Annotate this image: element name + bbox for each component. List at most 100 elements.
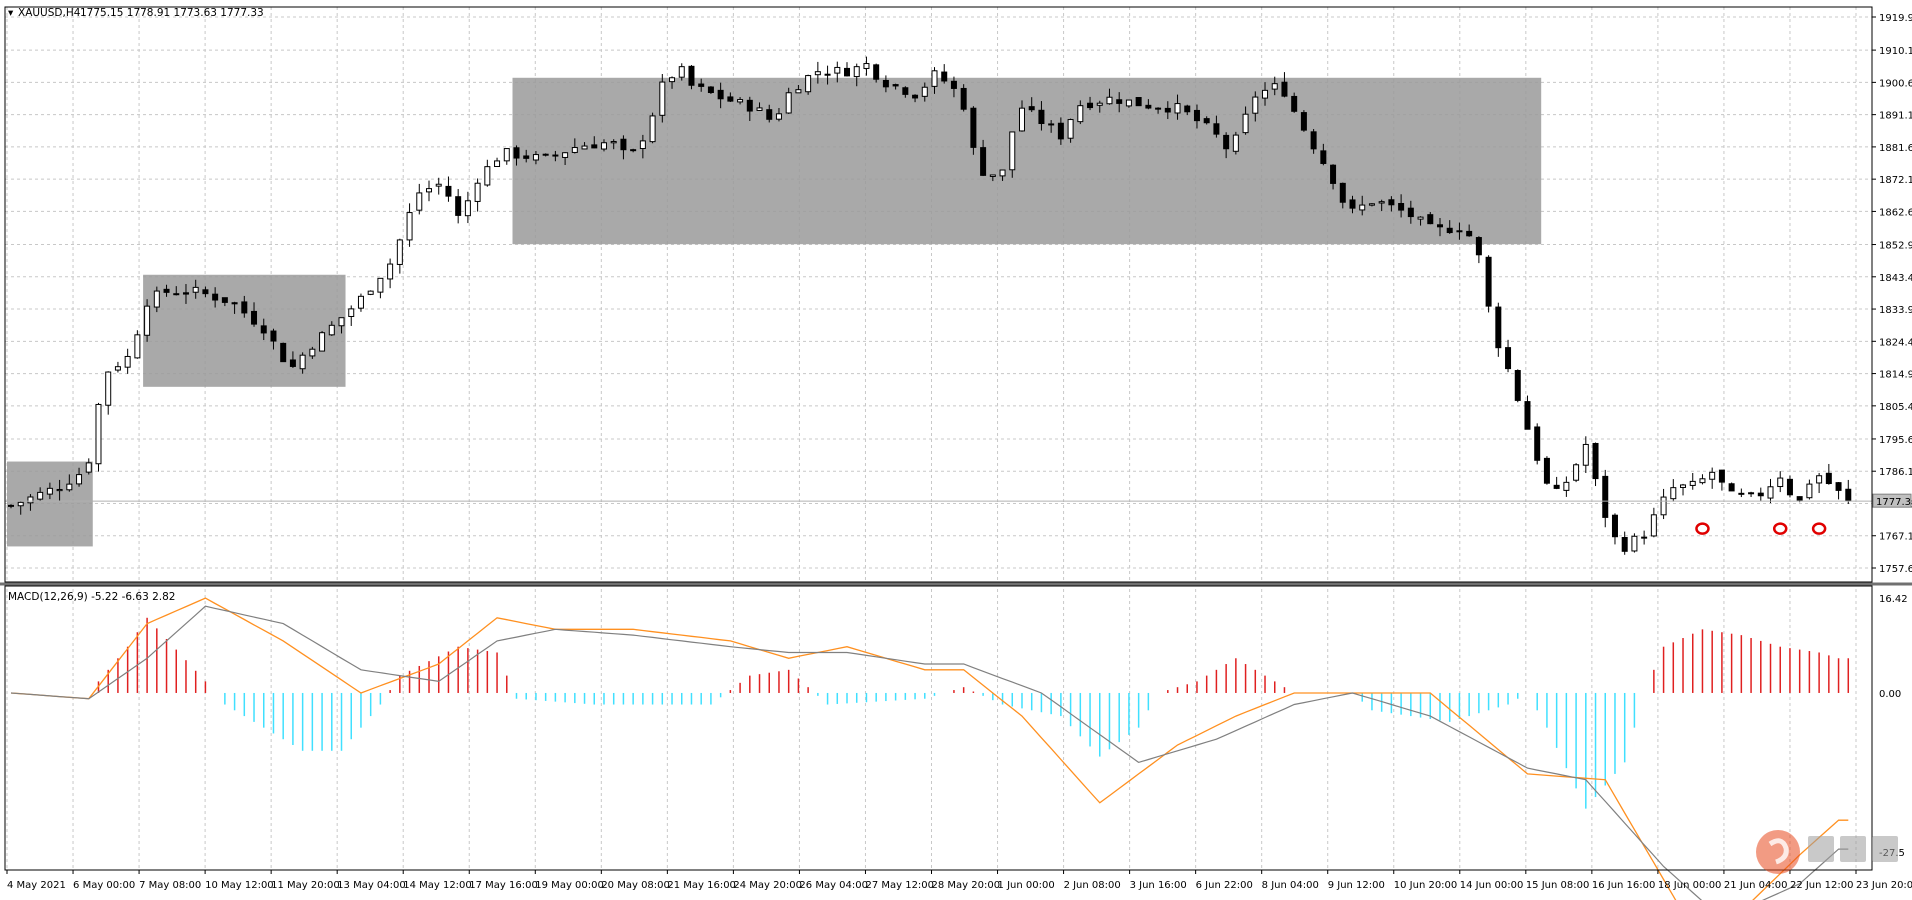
candle-body [1505,347,1512,370]
candle-body [1757,492,1764,497]
candle-body [1009,131,1016,171]
candle-body [1475,237,1482,256]
date-tick-label: 23 Jun 20:00 [1856,880,1912,891]
candle [931,67,938,94]
candle-body [416,192,423,211]
price-tick-label: 1824.40 [1879,337,1912,348]
candle-body [241,301,248,314]
candle [1563,476,1570,497]
date-tick-label: 26 May 04:00 [799,880,868,891]
candle-body [659,81,666,116]
candle-body [396,239,403,265]
candle-body [426,188,433,193]
candle-body [1495,306,1502,349]
candle-body [678,66,685,78]
price-zone [512,77,1542,245]
candle-body [464,200,471,217]
candle [717,82,724,109]
candle-body [387,263,394,280]
symbol-label: XAUUSD,H4 [18,7,81,19]
candle-body [1689,480,1696,486]
candle-body [1553,484,1560,489]
candle [455,189,462,224]
candle [1699,474,1706,485]
candle [309,346,316,359]
candle-body [882,79,889,88]
date-tick-label: 24 May 20:00 [733,880,802,891]
candle [173,286,180,296]
candle [970,106,977,155]
candle [387,258,394,289]
candle [37,487,44,502]
candle [1417,216,1424,226]
candle-body [853,66,860,78]
macd-tick-label: 16.42 [1879,594,1908,605]
candle [999,169,1006,181]
candle [17,501,24,515]
current-price-badge [1872,493,1912,508]
candle-body [513,147,520,159]
candle-body [1456,230,1463,233]
candle-body [1028,106,1035,111]
candle-body [56,488,63,492]
candle-body [37,491,44,500]
candle-body [212,293,219,301]
candle [960,84,967,112]
candlestick-series [5,56,1872,555]
candle [1028,97,1035,113]
price-tick-label: 1862.65 [1879,207,1912,218]
candle-body [299,354,306,370]
candle [377,277,384,299]
candle-body [1767,486,1774,499]
candle-body [834,66,841,74]
candle-body [1825,472,1832,485]
candle-body [1573,464,1580,481]
candle [678,63,685,81]
candle-body [999,169,1006,177]
candle [1203,116,1210,125]
candle [1067,118,1074,143]
candle-body [727,96,734,102]
candle [1728,482,1735,492]
candle [620,135,627,160]
candle [1524,395,1531,430]
candle [1184,104,1191,116]
candle-body [27,496,34,504]
candle [124,348,131,374]
candle [1709,467,1716,489]
candle [980,139,987,177]
dropdown-arrow-icon[interactable]: ▾ [8,7,14,19]
candle-body [1407,207,1414,218]
candle-body [1300,112,1307,131]
price-zones [7,77,1542,547]
candle-body [552,154,559,157]
candle-body [17,501,24,507]
candle-body [1048,123,1055,126]
candle [367,290,374,296]
candle-body [795,89,802,94]
macd-label: MACD(12,26,9) -5.22 -6.63 2.82 [8,591,175,603]
candle [532,151,539,165]
candle-body [153,290,160,308]
candle [270,328,277,350]
candle [1718,469,1725,491]
candle [1135,97,1142,107]
price-tick-label: 1881.65 [1879,143,1912,154]
candle-body [105,371,112,406]
candle [1145,99,1152,110]
candle-body [844,67,851,77]
candle [1038,101,1045,131]
candle [1155,107,1162,114]
candle [1806,479,1813,500]
candle-body [1728,483,1735,492]
candle-body [338,317,345,327]
candle-body [1067,119,1074,139]
candle [1631,533,1638,553]
candle-body [1514,370,1521,401]
price-axis: 1919.90 1910.15 1900.65 1891.15 1881.65 1872.… [1872,13,1912,859]
date-tick-label: 21 May 16:00 [667,880,736,891]
candle-body [1436,224,1443,228]
candle-body [970,107,977,148]
candle [396,238,403,274]
price-tick-label: 1767.15 [1879,532,1912,543]
